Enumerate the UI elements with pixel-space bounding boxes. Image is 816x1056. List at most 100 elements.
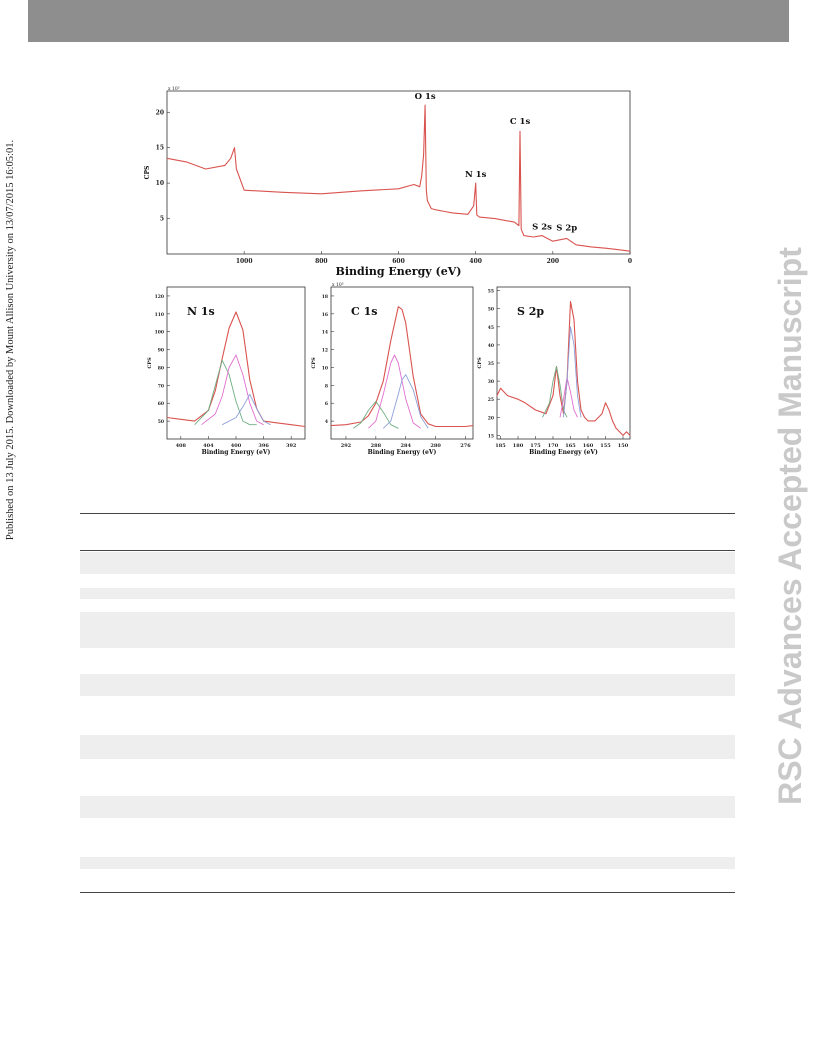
y-tick-label: 80 [158,365,164,371]
peak-label: N 1s [465,170,487,180]
x-tick-label: 155 [600,443,611,449]
x-tick-label: 175 [530,443,541,449]
y-tick-label: 6 [325,401,328,407]
y-axis-label: CPS [144,166,151,180]
y-tick-label: 15 [488,433,494,439]
x-tick-label: 404 [203,443,214,449]
y-tick-label: 4 [325,419,328,425]
x-tick-label: 408 [176,443,187,449]
x-tick-label: 165 [565,443,576,449]
x-tick-label: 400 [231,443,242,449]
y-tick-label: 5 [160,216,164,223]
series-line [221,393,271,426]
y-tick-label: 40 [488,343,494,349]
y-tick-label: 16 [322,312,328,318]
series-line [368,354,421,429]
y-tick-label: 20 [156,109,164,116]
x-tick-label: 170 [548,443,559,449]
x-tick-label: 0 [628,258,632,265]
series-line [542,366,568,418]
y-axis-label: CPS [477,357,483,369]
series-line [166,311,306,428]
series-line [330,306,474,428]
x-tick-label: 800 [315,258,328,265]
y-tick-label: 55 [488,289,494,295]
series-line [194,359,257,426]
y-tick-label: 35 [488,361,494,367]
chart-panel-c-1s: 292 288 284 280 276 4 6 8 10 12 14 16 18 Binding Ener… [311,282,474,456]
y-tick-label: 25 [488,397,494,403]
chart-panel-s-2p: 185 180 175 170 165 160 155 150 15 20 25 30 35 40 45 50… [477,286,631,456]
plot-frame [330,286,474,440]
y-multiplier: x 10³ [332,282,344,288]
y-tick-label: 50 [158,419,164,425]
x-tick-label: 400 [469,258,482,265]
peak-label: O 1s [415,92,436,102]
series-line [496,300,631,436]
y-tick-label: 10 [322,365,328,371]
x-tick-label: 160 [583,443,594,449]
peak-label: S 2p [556,223,577,233]
chart-panel-n-1s: 408 404 400 396 392 50 60 70 80 90 100 110 120 Bindin… [147,286,306,456]
table-top-rule [80,513,735,514]
y-tick-label: 120 [155,294,164,300]
table-row [80,552,735,574]
page-header-bar [28,0,789,42]
series-line [166,104,631,252]
table-bottom-rule [80,892,735,893]
y-tick-label: 100 [155,330,164,336]
series-line [563,326,582,418]
y-tick-label: 20 [488,415,494,421]
series-line [353,400,399,429]
x-tick-label: 284 [401,443,412,449]
panel-title: C 1s [351,305,377,318]
series-line [201,354,264,426]
y-multiplier: x 10³ [168,86,180,92]
x-tick-label: 288 [371,443,382,449]
x-tick-label: 280 [430,443,441,449]
x-axis-label: Binding Energy (eV) [529,449,598,456]
x-tick-label: 1000 [236,258,253,265]
y-tick-label: 70 [158,383,164,389]
y-tick-label: 15 [156,145,164,152]
y-tick-label: 8 [325,383,328,389]
panel-title: S 2p [517,305,544,318]
peak-label: C 1s [510,117,531,127]
y-tick-label: 14 [322,330,328,336]
y-tick-label: 18 [322,294,328,300]
series-line [382,374,429,429]
y-axis-label: CPS [311,357,317,369]
x-tick-label: 150 [618,443,629,449]
y-tick-label: 10 [156,180,164,187]
y-tick-label: 50 [488,307,494,313]
table-row [80,796,735,818]
x-axis-label: Binding Energy (eV) [368,449,437,456]
y-tick-label: 30 [488,379,494,385]
x-axis-label: Binding Energy (eV) [336,265,462,278]
chart-panel-survey: 1000 800 600 400 200 0 5 10 15 20 Binding Energy (… [144,86,632,278]
panel-title: N 1s [187,305,215,318]
x-tick-label: 292 [341,443,352,449]
x-tick-label: 392 [286,443,297,449]
y-tick-label: 12 [322,348,328,354]
table-row [80,735,735,759]
x-tick-label: 276 [460,443,471,449]
y-tick-label: 90 [158,348,164,354]
peak-label: S 2s [532,223,552,233]
y-tick-label: 60 [158,401,164,407]
x-tick-label: 600 [392,258,405,265]
x-tick-label: 200 [547,258,560,265]
x-tick-label: 180 [513,443,524,449]
x-axis-label: Binding Energy (eV) [202,449,271,456]
table-row [80,588,735,599]
y-tick-label: 110 [155,312,164,318]
table-row [80,612,735,648]
table-header-rule [80,550,735,551]
y-tick-label: 45 [488,325,494,331]
series-line [559,377,578,418]
table-row [80,674,735,696]
y-axis-label: CPS [147,357,153,369]
table-row [80,857,735,869]
x-tick-label: 396 [258,443,269,449]
